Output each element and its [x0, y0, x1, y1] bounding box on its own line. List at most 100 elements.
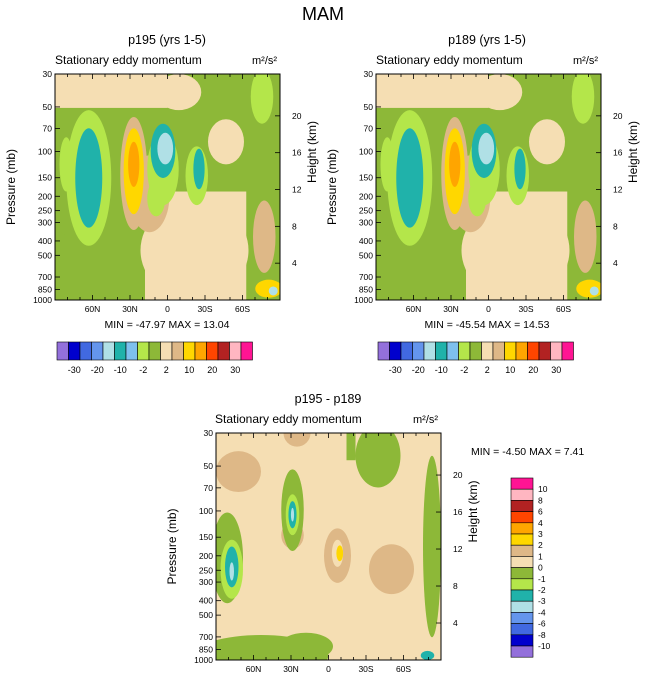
panel-title: p195 (yrs 1-5)	[128, 33, 206, 47]
colorbar-box	[229, 341, 242, 361]
contour-field	[376, 74, 601, 300]
colorbar-label: -1	[538, 574, 546, 584]
colorbar-box	[412, 341, 425, 361]
units-label: m²/s²	[413, 414, 438, 426]
x-tick-label: 30S	[358, 664, 373, 674]
colorbar-box	[137, 341, 150, 361]
colorbar-box	[510, 578, 534, 591]
height-tick-label: 16	[453, 507, 463, 517]
contour-region	[253, 200, 276, 273]
height-tick-label: 4	[292, 258, 297, 268]
panel-p189: p189 (yrs 1-5) Stationary eddy momentum …	[325, 33, 640, 331]
contour-region	[268, 286, 278, 296]
colorbar-box	[481, 341, 494, 361]
x-tick-label: 60S	[396, 664, 411, 674]
x-tick-label: 0	[486, 304, 491, 314]
y-tick-label: 700	[38, 272, 52, 282]
y-tick-label: 50	[204, 461, 214, 471]
x-tick-label: 30S	[518, 304, 533, 314]
contour-region	[514, 148, 526, 190]
contour-field	[55, 74, 280, 300]
colorbar-box	[217, 341, 230, 361]
x-tick-label: 30S	[197, 304, 212, 314]
y-tick-label: 850	[38, 285, 52, 295]
panel-subtitle: Stationary eddy momentum	[215, 412, 362, 426]
colorbar-label: 0	[538, 563, 543, 573]
colorbar-p195: -30 -20 -10 -2 2 10 20 30	[56, 341, 253, 375]
colorbar-box	[68, 341, 81, 361]
x-tick-label: 60N	[406, 304, 422, 314]
height-tick-label: 4	[453, 618, 458, 628]
x-tick-label: 0	[165, 304, 170, 314]
y-tick-label: 1000	[194, 655, 213, 665]
colorbar-box	[125, 341, 138, 361]
colorbar-label: -6	[538, 619, 546, 629]
plot-area: 60N 30N 0 30S 60S 30 50 70 100 150 200 250 300 400 500…	[165, 428, 480, 674]
height-tick-label: 12	[453, 544, 463, 554]
contour-region	[420, 650, 435, 660]
colorbar-box	[114, 341, 127, 361]
colorbar-box	[510, 589, 534, 602]
x-tick-label: 60N	[246, 664, 262, 674]
y-axis-label: Pressure (mb)	[325, 149, 339, 225]
contour-region	[255, 279, 280, 298]
colorbar-box	[510, 645, 534, 658]
colorbar-box	[194, 341, 207, 361]
colorbar-label: 30	[230, 365, 240, 375]
stats-label: MIN = -47.97 MAX = 13.04	[105, 319, 230, 331]
y-tick-label: 500	[199, 610, 213, 620]
y-tick-label: 250	[38, 206, 52, 216]
y-tick-label: 50	[364, 102, 374, 112]
height-tick-label: 12	[613, 185, 623, 195]
colorbar-label: 2	[538, 540, 543, 550]
y-tick-label: 700	[199, 632, 213, 642]
colorbar-label: 2	[485, 365, 490, 375]
colorbar-label: 20	[207, 365, 217, 375]
colorbar-label: -2	[538, 585, 546, 595]
contour-region	[208, 119, 244, 165]
contour-region	[157, 132, 174, 165]
colorbar-label: 2	[164, 365, 169, 375]
y-tick-label: 850	[199, 644, 213, 654]
panel-p195: p195 (yrs 1-5) Stationary eddy momentum …	[4, 33, 319, 331]
colorbar-box	[458, 341, 471, 361]
x-tick-label: 60S	[235, 304, 250, 314]
x-tick-label: 0	[326, 664, 331, 674]
colorbar-label: 1	[538, 551, 543, 561]
y-tick-label: 150	[38, 173, 52, 183]
y-tick-label: 400	[359, 236, 373, 246]
colorbar-label: -30	[68, 365, 81, 375]
colorbar-label: -2	[460, 365, 468, 375]
contour-region	[216, 451, 261, 493]
colorbar-box	[400, 341, 413, 361]
colorbar-box	[435, 341, 448, 361]
colorbar-box	[469, 341, 482, 361]
contour-region	[477, 74, 523, 111]
colorbar-box	[550, 341, 563, 361]
colorbar-box	[206, 341, 219, 361]
x-tick-label: 30N	[443, 304, 459, 314]
stats-label: MIN = -45.54 MAX = 14.53	[425, 319, 550, 331]
colorbar-box	[510, 556, 534, 568]
contour-region	[589, 286, 599, 296]
colorbar-label: 10	[538, 484, 548, 494]
contour-region	[193, 148, 205, 190]
colorbar-box	[510, 522, 534, 535]
colorbar-label: -8	[538, 630, 546, 640]
contour-region	[571, 74, 595, 124]
panel-subtitle: Stationary eddy momentum	[55, 53, 202, 67]
contour-region	[576, 279, 601, 298]
colorbar-box	[538, 341, 551, 361]
height-tick-label: 20	[613, 111, 623, 121]
colorbar-label: -30	[389, 365, 402, 375]
units-label: m²/s²	[252, 55, 277, 67]
y-tick-label: 30	[364, 69, 374, 79]
height-tick-label: 8	[292, 221, 297, 231]
colorbar-box	[148, 341, 161, 361]
colorbar-box	[377, 341, 390, 361]
contour-region	[574, 200, 597, 273]
x-tick-label: 60S	[556, 304, 571, 314]
contour-region	[478, 132, 495, 165]
colorbar-label: -10	[435, 365, 448, 375]
